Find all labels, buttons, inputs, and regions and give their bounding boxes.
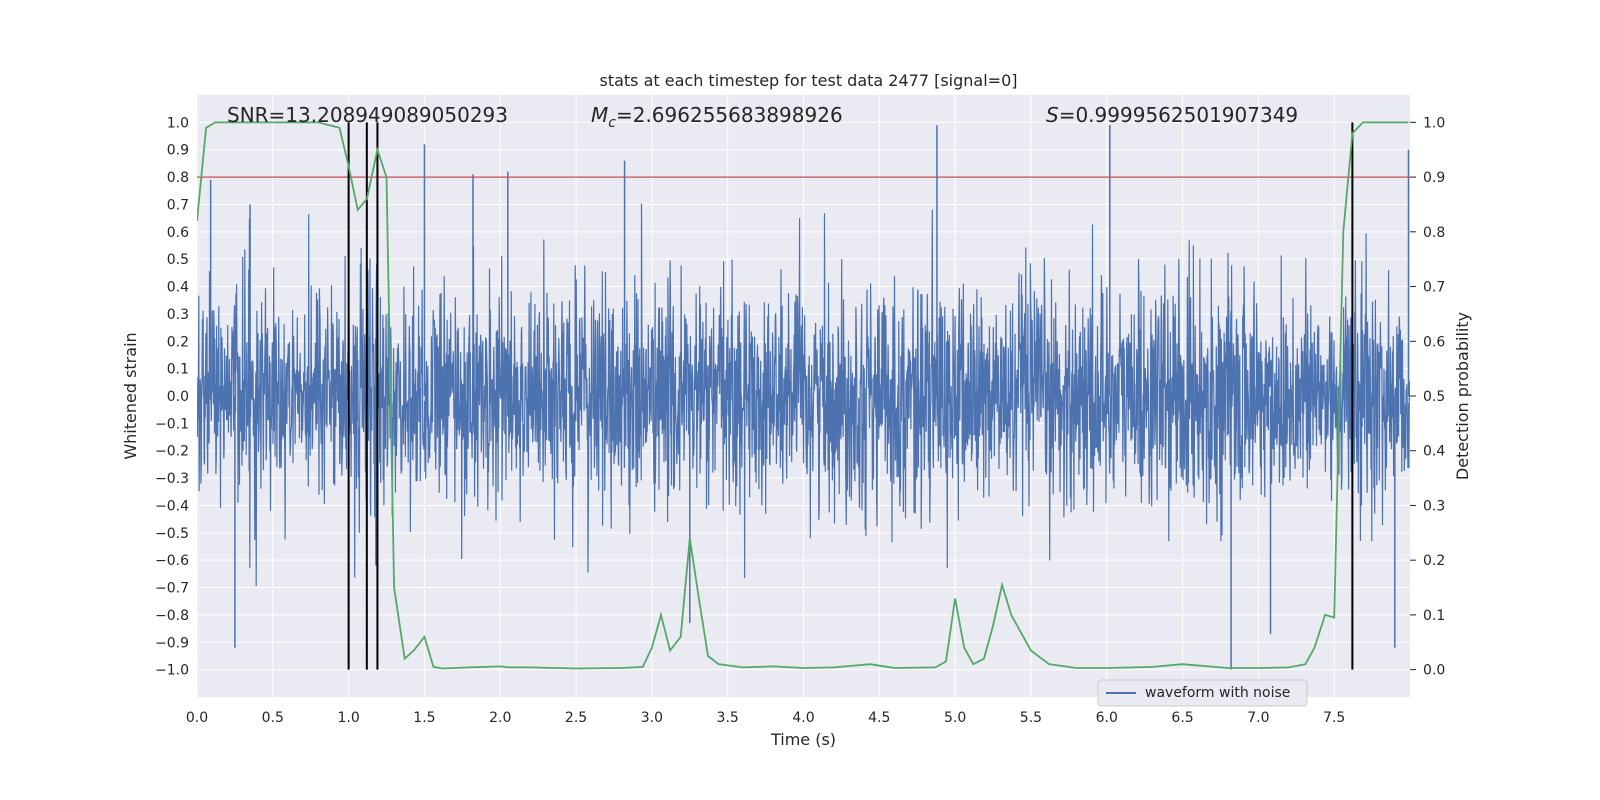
x-tick-label: 1.0: [337, 710, 359, 726]
snr-annotation: SNR=13.208949089050293: [227, 103, 508, 127]
y-right-axis-label: Detection probability: [1453, 312, 1472, 480]
y-axis-ticks: −1.0 −0.9 −0.8 −0.7 −0.6 −0.5 −0.4 −0.3 −0.2 −0.1…: [155, 115, 189, 678]
y-tick-label: 0.6: [167, 225, 189, 241]
x-tick-label: 4.0: [792, 710, 814, 726]
probability-line: [197, 121, 1409, 670]
legend-label: waveform with noise: [1145, 685, 1290, 701]
y-tick-label: 0.4: [167, 280, 189, 296]
x-tick-label: 6.5: [1171, 710, 1193, 726]
mc-symbol: M: [591, 103, 608, 127]
x-tick-label: 6.0: [1096, 710, 1118, 726]
y-right-tick-label: 0.9: [1423, 170, 1445, 186]
mc-value: =2.696255683898926: [616, 103, 843, 127]
y-tick-label: −0.7: [155, 581, 189, 597]
x-tick-label: 2.0: [489, 710, 511, 726]
probability-series: [197, 121, 1409, 670]
detection-lines: [347, 122, 1354, 670]
x-tick-label: 0.5: [262, 710, 284, 726]
mc-subscript: c: [608, 115, 616, 131]
x-tick-label: 4.5: [868, 710, 890, 726]
s-symbol: S: [1046, 103, 1059, 127]
y-right-tick-label: 0.3: [1423, 498, 1445, 514]
y-right-tick-label: 0.1: [1423, 608, 1445, 624]
y-tick-label: 0.7: [167, 197, 189, 213]
y-right-tick-label: 0.8: [1423, 225, 1445, 241]
y-right-tick-label: 0.2: [1423, 553, 1445, 569]
x-axis-label: Time (s): [770, 730, 836, 749]
chirp-mass-annotation: Mc=2.696255683898926: [591, 103, 843, 131]
y-tick-label: −0.3: [155, 471, 189, 487]
x-tick-label: 7.0: [1247, 710, 1269, 726]
waveform-line: [197, 203, 1410, 587]
x-tick-label: 0.0: [186, 710, 208, 726]
y-right-tick-label: 0.6: [1423, 334, 1445, 350]
score-annotation: S=0.9999562501907349: [1046, 103, 1298, 127]
y-right-axis-ticks: 0.0 0.1 0.2 0.3 0.4 0.5 0.6 0.7 0.8 0.9 1.0: [1410, 115, 1445, 679]
x-axis-ticks: 0.0 0.5 1.0 1.5 2.0 2.5 3.0 3.5 4.0 4.5 5.0 5.5 6.0 6…: [186, 710, 1345, 726]
y-right-tick-label: 0.0: [1423, 663, 1445, 679]
y-tick-label: −0.8: [155, 608, 189, 624]
x-tick-label: 5.5: [1020, 710, 1042, 726]
s-value: =0.9999562501907349: [1059, 103, 1298, 127]
y-tick-label: −0.2: [155, 444, 189, 460]
y-right-tick-label: 1.0: [1423, 115, 1445, 131]
y-tick-label: 0.8: [167, 170, 189, 186]
y-tick-label: 0.1: [167, 362, 189, 378]
legend: waveform with noise: [1097, 679, 1308, 707]
y-tick-label: 0.0: [167, 389, 189, 405]
y-tick-label: −0.4: [155, 498, 189, 514]
x-tick-label: 3.0: [641, 710, 663, 726]
x-tick-label: 7.5: [1323, 710, 1345, 726]
y-right-tick-label: 0.4: [1423, 444, 1445, 460]
y-tick-label: 0.9: [167, 143, 189, 159]
y-tick-label: −0.5: [155, 526, 189, 542]
y-right-tick-label: 0.7: [1423, 280, 1445, 296]
x-tick-label: 5.0: [944, 710, 966, 726]
x-tick-label: 1.5: [413, 710, 435, 726]
y-right-tick-label: 0.5: [1423, 389, 1445, 405]
y-tick-label: 0.3: [167, 307, 189, 323]
waveform-series: [197, 125, 1410, 670]
y-tick-label: −0.6: [155, 553, 189, 569]
legend-box: [1097, 679, 1308, 707]
y-tick-label: 1.0: [167, 115, 189, 131]
chart-title: stats at each timestep for test data 247…: [599, 71, 1017, 90]
y-tick-label: −0.9: [155, 635, 189, 651]
y-tick-label: −1.0: [155, 663, 189, 679]
y-tick-label: 0.2: [167, 334, 189, 350]
x-tick-label: 2.5: [565, 710, 587, 726]
y-tick-label: −0.1: [155, 416, 189, 432]
y-axis-label: Whitened strain: [121, 332, 140, 459]
y-tick-label: 0.5: [167, 252, 189, 268]
x-tick-label: 3.5: [717, 710, 739, 726]
